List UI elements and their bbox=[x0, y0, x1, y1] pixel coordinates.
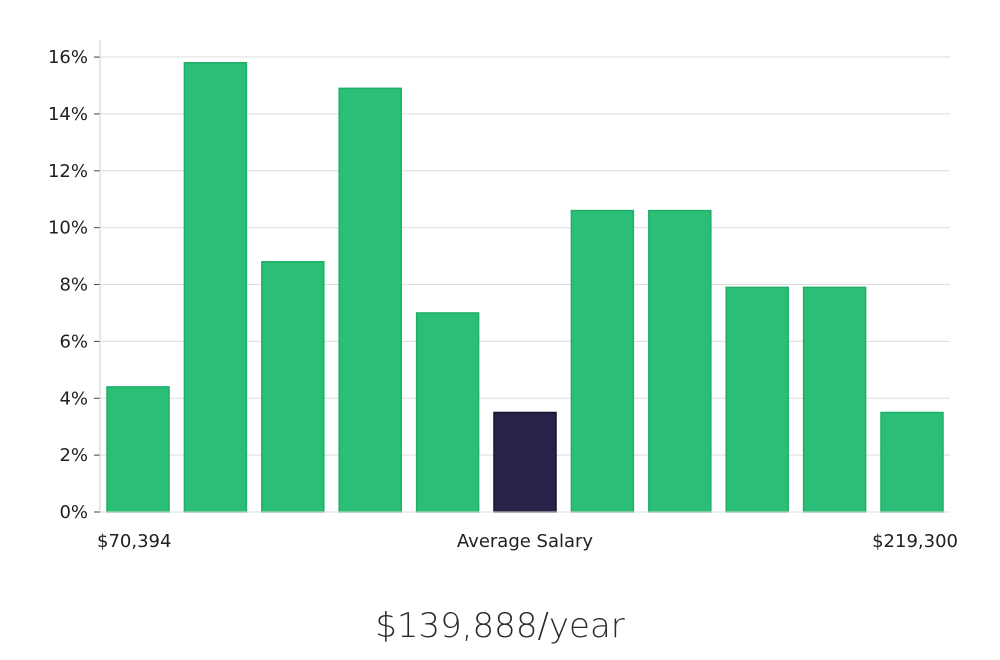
y-tick-label: 16% bbox=[48, 47, 88, 68]
bar bbox=[725, 286, 789, 513]
y-tick-label: 2% bbox=[59, 445, 88, 466]
bar bbox=[570, 209, 635, 513]
y-tick-label: 14% bbox=[48, 104, 88, 125]
y-tick-label: 12% bbox=[48, 161, 88, 182]
salary-histogram: 0% 2% 4% 6% 8% 10% 12% 14% 16% $70,394 Average S… bbox=[48, 40, 958, 552]
bar bbox=[183, 61, 248, 513]
axis-labels: $70,394 Average Salary $219,300 bbox=[97, 531, 958, 552]
bar bbox=[106, 386, 170, 513]
x-center-label: Average Salary bbox=[457, 531, 594, 552]
bar-average-salary bbox=[493, 411, 557, 513]
average-salary-value: $139,888/year bbox=[375, 606, 625, 646]
bar bbox=[338, 87, 402, 513]
y-tick-label: 4% bbox=[59, 388, 88, 409]
bar bbox=[880, 411, 944, 513]
x-min-label: $70,394 bbox=[97, 531, 171, 552]
axes: 0% 2% 4% 6% 8% 10% 12% 14% 16% bbox=[48, 40, 950, 523]
y-tick-label: 10% bbox=[48, 218, 88, 239]
y-tick-label: 6% bbox=[59, 331, 88, 352]
bar bbox=[802, 286, 867, 513]
y-tick-label: 0% bbox=[59, 502, 88, 523]
bar bbox=[415, 312, 480, 513]
y-tick-label: 8% bbox=[59, 275, 88, 296]
x-max-label: $219,300 bbox=[872, 531, 958, 552]
bars bbox=[106, 61, 944, 513]
bar bbox=[648, 209, 712, 513]
bar bbox=[261, 261, 325, 513]
